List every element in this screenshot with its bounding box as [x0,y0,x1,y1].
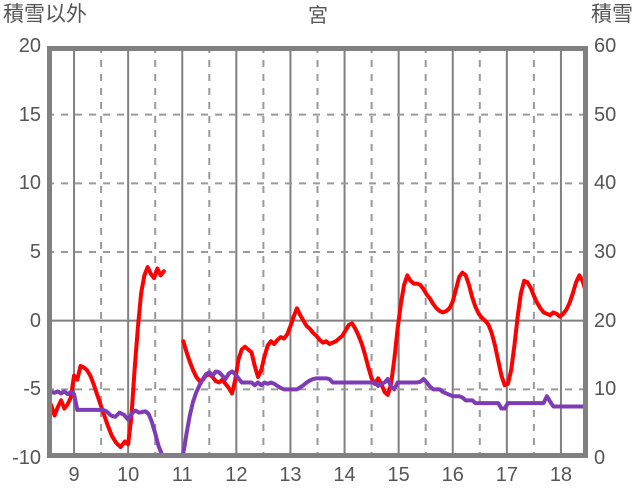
right-tick-label: 20 [594,309,617,332]
series-line-other [47,265,166,450]
left-tick-label: -10 [12,447,41,469]
x-tick-label: 14 [333,464,356,486]
left-tick-label: 15 [18,103,41,126]
plot-frame-border [47,46,588,458]
left-tick-label: -5 [23,378,41,401]
x-tick-label: 18 [549,464,573,486]
x-tick-label: 16 [441,464,464,486]
x-tick-label: 17 [495,464,518,486]
series-line-snow [180,369,588,458]
right-tick-label: 50 [594,103,617,126]
plot-area [47,46,588,458]
left-tick-label: 0 [29,309,41,332]
left-tick-label: 20 [18,35,41,57]
x-tick-label: 10 [117,464,140,486]
chart-canvas [47,46,588,458]
right-tick-label: 10 [594,378,617,401]
left-axis-title: 積雪以外 [3,3,87,26]
right-tick-label: 40 [594,172,617,195]
x-tick-label: 11 [171,464,193,486]
x-tick-label: 13 [279,464,302,486]
x-tick-label: 15 [387,464,410,486]
series-line-other [181,270,588,397]
left-tick-label: 10 [18,172,41,195]
chart-title: 宮 [308,5,328,27]
right-axis-title: 積雪 [591,3,633,26]
right-tick-label: 30 [594,241,617,263]
x-tick-label: 12 [225,464,248,486]
series-line-snow [47,388,166,458]
left-tick-label: 5 [29,241,41,263]
right-tick-label: 60 [594,35,617,57]
x-tick-label: 9 [68,464,80,486]
right-tick-label: 0 [594,447,606,469]
